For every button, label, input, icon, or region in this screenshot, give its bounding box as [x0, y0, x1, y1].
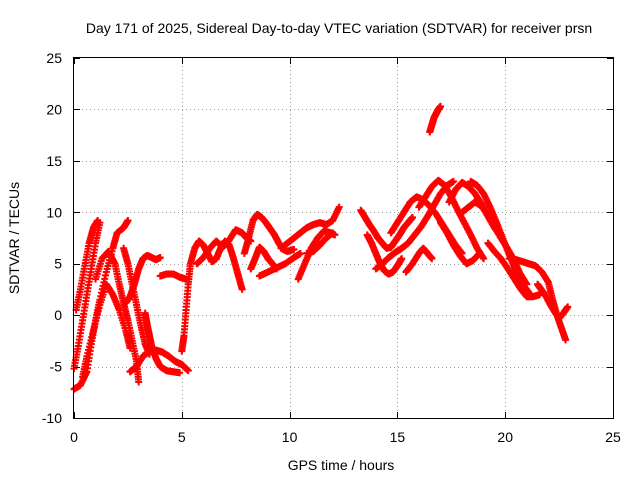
data-point [428, 255, 436, 263]
y-tick-label: 20 [46, 101, 62, 117]
data-series-arc-29 [484, 239, 544, 301]
data-series-arc-18 [303, 229, 337, 257]
x-axis-label: GPS time / hours [288, 457, 395, 473]
data-series-arc-25 [437, 219, 483, 268]
y-axis-label: SDTVAR / TECUs [6, 182, 22, 294]
y-tick-label: 25 [46, 50, 62, 66]
data-series-arc-13 [240, 210, 298, 257]
data-series-arc-03 [72, 217, 102, 314]
data-series-arc-02 [70, 219, 104, 373]
data-point [238, 285, 246, 293]
data-series-arc-19 [357, 206, 416, 252]
y-tick-label: 0 [54, 307, 62, 323]
data-point [564, 303, 572, 311]
data-point [437, 102, 445, 110]
data-series-arc-14 [247, 243, 281, 273]
data-point [94, 217, 102, 225]
y-tick-label: -5 [50, 359, 63, 375]
tick-labels: 0 5 10 15 20 25 -10 -5 0 5 10 15 20 25 [42, 50, 621, 445]
y-tick-label: 5 [54, 256, 62, 272]
data-point [449, 177, 457, 185]
data-series-arc-23 [402, 244, 436, 276]
data-series-arc-07 [122, 251, 164, 307]
x-tick-label: 0 [70, 429, 78, 445]
data-point [124, 217, 132, 225]
data-point [562, 336, 570, 344]
data-point [408, 213, 416, 221]
x-tick-label: 15 [390, 429, 406, 445]
y-tick-label: 15 [46, 153, 62, 169]
data-series-arc-12 [193, 226, 255, 268]
data-point [296, 249, 304, 257]
data-point [475, 249, 483, 257]
data-point [335, 203, 343, 211]
chart-title: Day 171 of 2025, Sidereal Day-to-day VTE… [86, 20, 592, 36]
data-series-arc-04 [79, 280, 134, 381]
data-point [398, 255, 406, 263]
data-series-arc-32 [426, 102, 445, 136]
y-tick-label: -10 [42, 410, 62, 426]
data-point [329, 229, 337, 237]
data-series-arc-11 [178, 237, 246, 355]
axis-ticks [74, 58, 614, 419]
data-series-arc-31 [534, 280, 572, 322]
data-series-arc-15 [255, 249, 304, 280]
data-point [176, 369, 184, 377]
data-series-arc-16 [277, 203, 343, 252]
data-point [135, 378, 143, 386]
y-tick-label: 10 [46, 204, 62, 220]
data-points [70, 102, 572, 393]
data-series-arc-05 [92, 247, 143, 386]
data-point [184, 367, 192, 375]
x-tick-label: 20 [497, 429, 513, 445]
data-point [480, 255, 488, 263]
x-tick-label: 5 [178, 429, 186, 445]
x-tick-label: 10 [282, 429, 298, 445]
data-point [290, 245, 298, 253]
data-point [156, 254, 164, 262]
plot-frame [73, 57, 614, 419]
x-tick-label: 25 [605, 429, 621, 445]
data-series-arc-09 [141, 309, 184, 377]
